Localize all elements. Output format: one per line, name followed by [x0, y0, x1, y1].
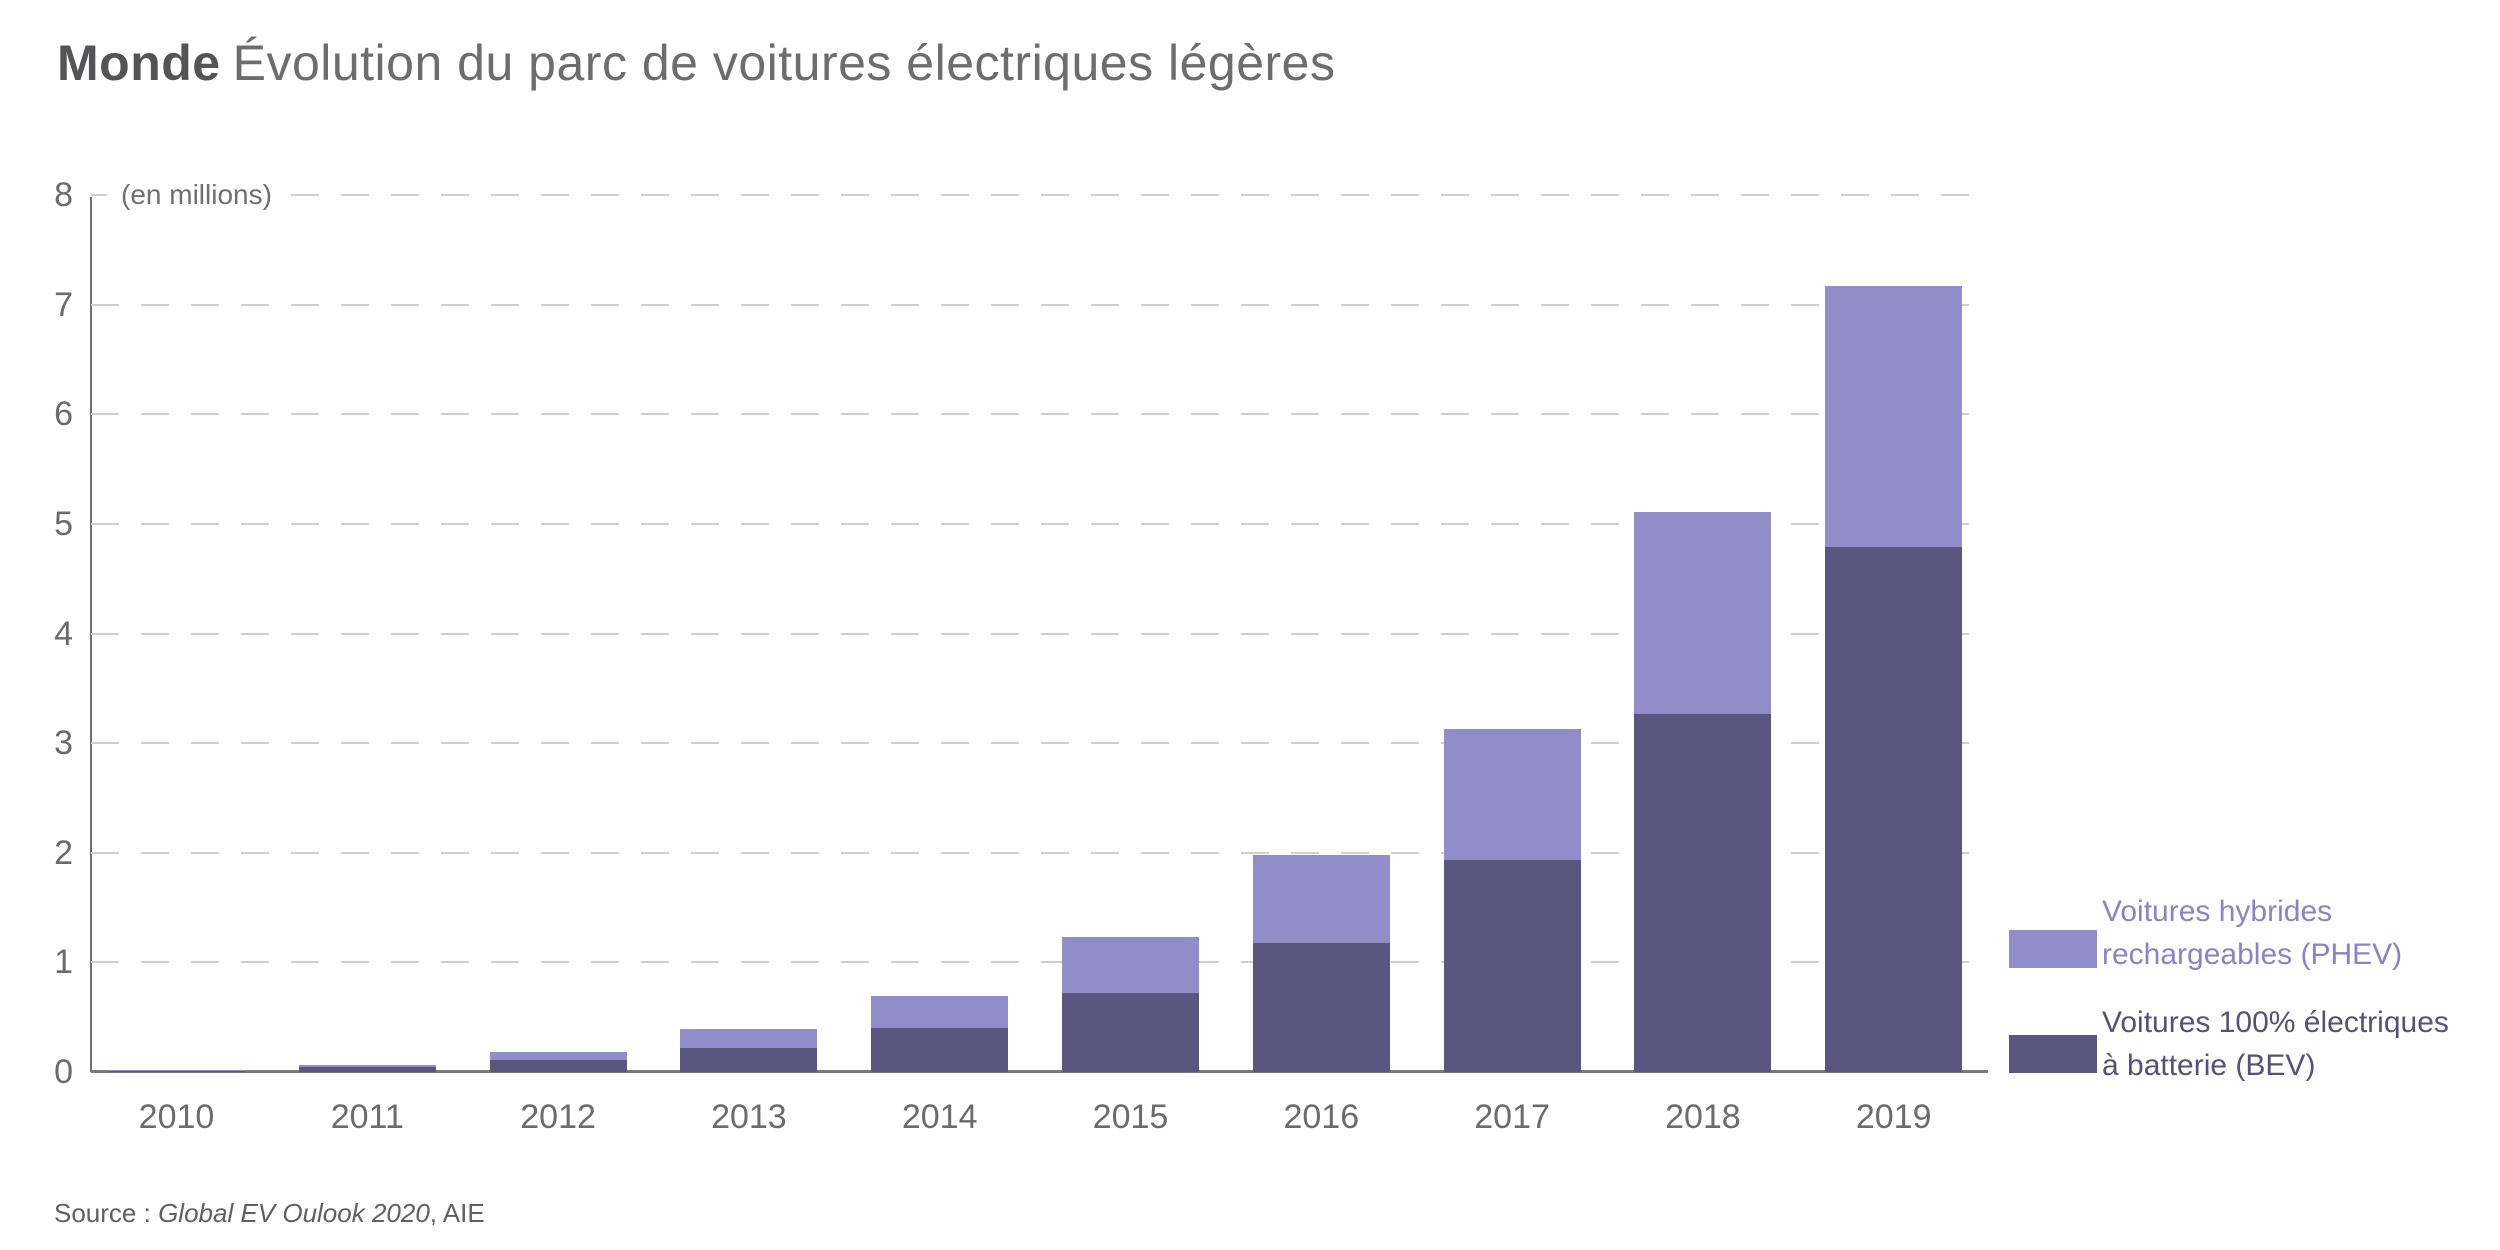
- x-tick-label-2010: 2010: [138, 1098, 215, 1136]
- x-tick-label-2011: 2011: [330, 1098, 404, 1136]
- bar-2016-phev: [1252, 854, 1390, 943]
- source-suffix: , AIE: [429, 1198, 485, 1228]
- source-note: Source : Global EV Oulook 2020, AIE: [54, 1198, 485, 1229]
- gridline-4: [91, 632, 1988, 635]
- x-tick-label-2015: 2015: [1092, 1098, 1169, 1136]
- source-label: Source :: [54, 1198, 159, 1228]
- bar-2017-bev: [1443, 860, 1581, 1072]
- y-tick-label-8: 8: [54, 176, 73, 214]
- bar-2013-bev: [680, 1047, 818, 1072]
- y-tick-label-7: 7: [54, 285, 73, 324]
- bar-2011: [298, 195, 436, 1072]
- bar-2013-phev: [680, 1029, 818, 1048]
- gridline-7: [91, 303, 1988, 306]
- bar-2018: [1634, 195, 1772, 1072]
- bar-2012-phev: [489, 1052, 627, 1060]
- legend-swatch-bev: [2009, 1035, 2097, 1073]
- y-tick-label-4: 4: [54, 614, 73, 653]
- title-region: Monde: [57, 35, 221, 91]
- bar-2014-bev: [871, 1028, 1009, 1072]
- bar-2011-phev: [298, 1065, 436, 1068]
- gridline-6: [91, 413, 1988, 416]
- bar-2014: [871, 195, 1009, 1072]
- y-tick-label-0: 0: [54, 1053, 73, 1091]
- legend-label-bev: Voitures 100% électriques à batterie (BE…: [2102, 1001, 2449, 1087]
- gridline-8: [91, 194, 1988, 196]
- bar-2017-phev: [1443, 728, 1581, 861]
- legend-label-bev-line2: à batterie (BEV): [2102, 1049, 2316, 1082]
- y-axis-unit-label: (en millions): [107, 178, 286, 212]
- bar-2012: [489, 195, 627, 1072]
- source-work-title: Global EV Oulook 2020: [158, 1198, 430, 1228]
- bar-2017: [1443, 195, 1581, 1072]
- bar-2015: [1062, 195, 1199, 1072]
- gridline-3: [91, 742, 1988, 745]
- bar-2018-phev: [1634, 511, 1772, 714]
- legend-swatch-phev: [2009, 930, 2097, 968]
- bar-2012-bev: [489, 1059, 627, 1072]
- bar-2016: [1252, 195, 1390, 1072]
- bar-2010-bev: [108, 1070, 245, 1072]
- bar-2014-phev: [871, 996, 1009, 1029]
- title-text: Évolution du parc de voitures électrique…: [232, 35, 1336, 91]
- bar-2015-phev: [1062, 937, 1199, 994]
- bar-2019-bev: [1825, 546, 1963, 1072]
- legend-label-phev-line2: rechargeables (PHEV): [2102, 938, 2403, 971]
- y-tick-label-1: 1: [54, 943, 73, 982]
- bar-2013: [680, 195, 818, 1072]
- y-axis-line: [90, 197, 92, 1072]
- bar-2011-bev: [298, 1067, 436, 1072]
- y-tick-label-2: 2: [54, 833, 73, 872]
- x-axis-line: [91, 1070, 1988, 1073]
- bar-2015-bev: [1062, 993, 1199, 1072]
- y-tick-label-5: 5: [54, 504, 73, 543]
- bar-2010: [108, 195, 245, 1072]
- x-tick-label-2016: 2016: [1283, 1098, 1360, 1136]
- x-tick-label-2019: 2019: [1855, 1098, 1932, 1136]
- y-tick-label-3: 3: [54, 724, 73, 763]
- gridline-2: [91, 851, 1988, 854]
- bar-2019: [1825, 195, 1963, 1072]
- gridline-5: [91, 522, 1988, 525]
- gridline-1: [91, 961, 1988, 964]
- x-tick-label-2017: 2017: [1474, 1098, 1550, 1136]
- bar-2018-bev: [1634, 713, 1772, 1072]
- plot-area: 0 1 2 3 4 5 6 7 8 2010 2011 2012 2013 2014 2015 2016 20…: [54, 176, 1988, 1136]
- page-title: Monde Évolution du parc de voitures élect…: [57, 34, 1336, 92]
- legend-label-phev-line1: Voitures hybrides: [2102, 895, 2333, 928]
- bar-2016-bev: [1252, 942, 1390, 1072]
- bar-2019-phev: [1825, 286, 1963, 547]
- legend-label-phev: Voitures hybrides rechargeables (PHEV): [2102, 890, 2402, 976]
- x-tick-label-2012: 2012: [520, 1098, 596, 1136]
- x-tick-label-2013: 2013: [711, 1098, 787, 1136]
- y-tick-label-6: 6: [54, 395, 73, 434]
- legend-label-bev-line1: Voitures 100% électriques: [2102, 1006, 2449, 1039]
- x-tick-label-2018: 2018: [1665, 1098, 1741, 1136]
- x-tick-label-2014: 2014: [901, 1098, 978, 1136]
